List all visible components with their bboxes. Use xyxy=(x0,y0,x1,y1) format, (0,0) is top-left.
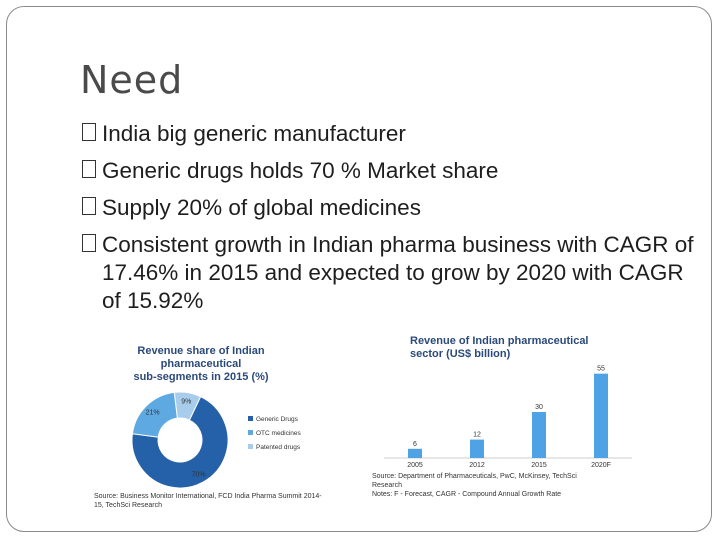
bar-chart-title: Revenue of Indian pharmaceutical sector … xyxy=(410,335,589,360)
donut-value-label: 70% xyxy=(192,471,206,478)
bullet-item-1: India big generic manufacturer xyxy=(82,120,702,148)
bar-value-label: 6 xyxy=(413,441,417,448)
legend-swatch xyxy=(248,416,253,421)
bar-source-note: Source: Department of Pharmaceuticals, P… xyxy=(372,473,577,498)
donut-chart-title: Revenue share of Indian pharmaceutical s… xyxy=(133,345,269,383)
donut-value-label: 21% xyxy=(146,409,160,416)
bar-2012 xyxy=(470,439,484,458)
bar-2015 xyxy=(532,412,546,458)
legend-entry: Generic Drugs xyxy=(256,416,299,423)
legend-swatch xyxy=(248,430,253,435)
donut-slice-otc-medicines xyxy=(131,391,178,438)
slide-title: Need xyxy=(80,58,184,102)
bullet-box-icon xyxy=(82,123,96,141)
legend-entry: Patented drugs xyxy=(256,444,301,451)
bullet-box-icon xyxy=(82,234,96,252)
bar-value-label: 30 xyxy=(535,404,543,411)
bar-chart: 6 2005 12 2012 30 2015 55 2020F xyxy=(384,366,632,469)
bar-2020F xyxy=(594,373,608,458)
bullet-item-4: Consistent growth in Indian pharma busin… xyxy=(82,231,702,315)
donut-chart: 9% 70% 21% Generic Drugs OTC medicines Patent… xyxy=(131,391,302,489)
legend-swatch xyxy=(248,444,253,449)
bar-category-label: 2020F xyxy=(591,462,611,469)
donut-slice-generic-drugs xyxy=(131,396,229,489)
legend-entry: OTC medicines xyxy=(256,430,302,437)
bullet-box-icon xyxy=(82,197,96,215)
bullet-item-2: Generic drugs holds 70 % Market share xyxy=(82,157,702,185)
bar-category-label: 2005 xyxy=(407,462,423,469)
donut-value-label: 9% xyxy=(181,399,191,406)
bar-figure: Revenue of Indian pharmaceutical sector … xyxy=(370,330,638,516)
bar-category-label: 2012 xyxy=(469,462,485,469)
donut-figure: Revenue share of Indian pharmaceutical s… xyxy=(90,340,340,518)
slide-frame xyxy=(6,6,712,532)
bar-value-label: 55 xyxy=(597,366,605,373)
bar-2005 xyxy=(408,448,422,458)
bullet-box-icon xyxy=(82,160,96,178)
bar-category-label: 2015 xyxy=(531,462,547,469)
bullet-item-3: Supply 20% of global medicines xyxy=(82,194,702,222)
bullet-list: India big generic manufacturer Generic d… xyxy=(82,120,702,315)
bar-value-label: 12 xyxy=(473,432,481,439)
donut-source-note: Source: Business Monitor International, … xyxy=(94,493,322,509)
